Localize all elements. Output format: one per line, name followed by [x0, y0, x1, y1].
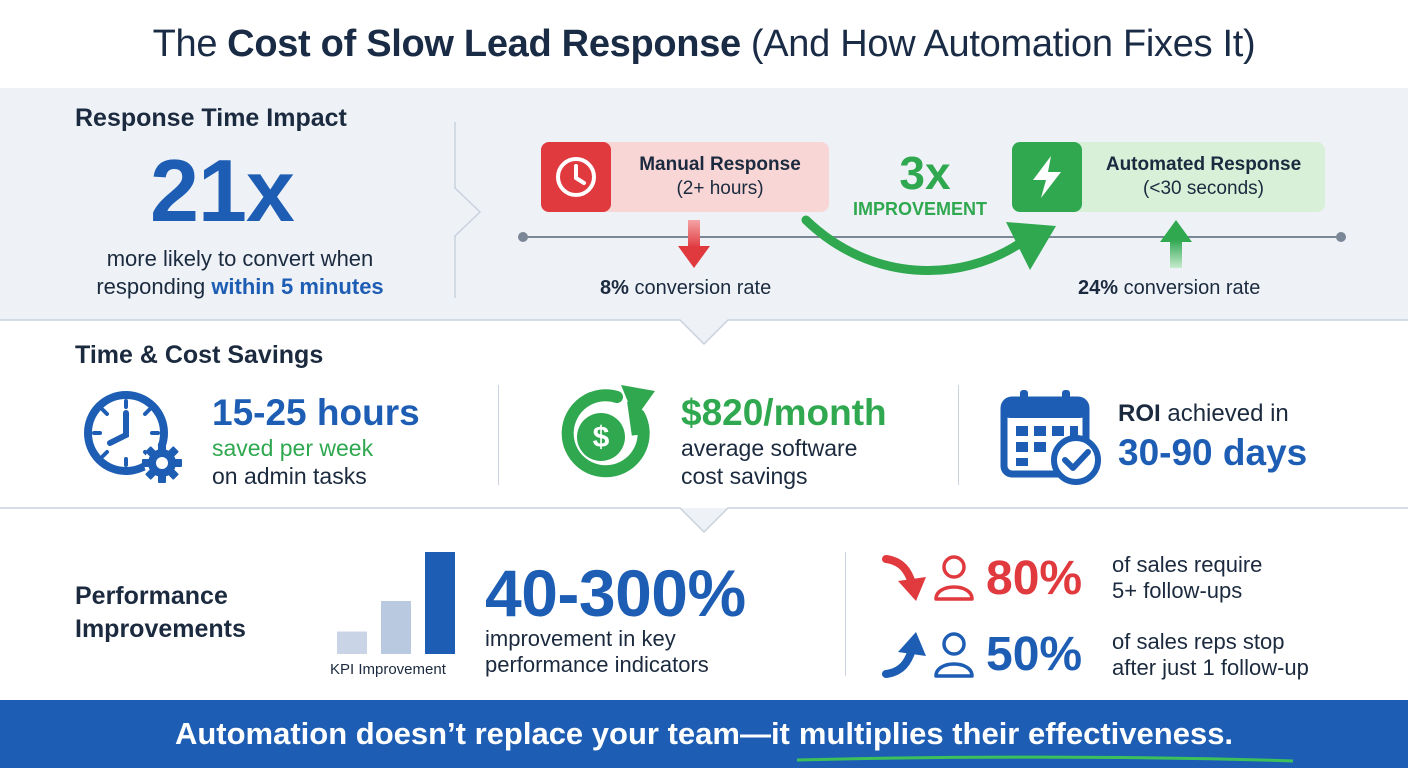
roi-stat: ROI achieved in 30-90 days [1118, 400, 1307, 474]
roi-label: ROI achieved in [1118, 400, 1289, 427]
down-arrow-icon [678, 220, 710, 268]
cost-line1: average software [681, 435, 858, 461]
section-divider [0, 507, 1408, 534]
up-arrow-icon [1160, 220, 1192, 268]
kpi-bar-chart-icon [337, 552, 455, 654]
desc-line2: responding within 5 minutes [96, 274, 384, 299]
automated-response-card: Automated Response (<30 seconds) [1012, 142, 1325, 212]
person-icon [934, 632, 974, 678]
desc-highlight: within 5 minutes [211, 274, 384, 299]
timeline-line [518, 232, 1346, 242]
kpi-label: KPI Improvement [330, 661, 446, 678]
automated-conversion: 24% conversion rate [1078, 277, 1261, 299]
clock-icon [541, 142, 611, 212]
hours-value: 15-25 hours [212, 392, 420, 433]
big-stat-40-300: 40-300% [485, 556, 746, 630]
section-divider [0, 319, 1408, 346]
separator [498, 385, 499, 485]
separator [845, 552, 846, 676]
up-trend-arrow-icon [882, 632, 926, 678]
manual-subtitle: (2+ hours) [676, 178, 764, 199]
manual-title: Manual Response [639, 154, 801, 175]
cost-savings-stat: $820/month average software cost savings [681, 392, 887, 490]
big-stat-21x: 21x [150, 141, 295, 240]
kpi-bar [337, 631, 367, 654]
footer-text: Automation doesn’t replace your team—it [174, 716, 790, 751]
hours-line2: on admin tasks [212, 463, 367, 489]
automated-subtitle: (<30 seconds) [1143, 178, 1264, 199]
underline-swoosh [796, 755, 1293, 763]
curved-arrow-icon [801, 215, 1056, 276]
title-prefix: The [152, 22, 218, 65]
separator [958, 385, 959, 485]
calendar-check-icon [1000, 390, 1101, 485]
improvement-value: 3x [899, 147, 951, 199]
down-trend-arrow-icon [882, 555, 926, 601]
kpi-bar [425, 552, 455, 654]
stat-80-value: 80% [986, 552, 1083, 605]
hours-line1: saved per week [212, 435, 374, 461]
lightning-icon [1012, 142, 1082, 212]
footer-emphasis: multiplies their effectiveness. [796, 716, 1293, 763]
response-time-heading: Response Time Impact [75, 104, 347, 132]
title-suffix: (And How Automation Fixes It) [750, 22, 1256, 65]
roi-value: 30-90 days [1118, 432, 1308, 473]
title-bold: Cost of Slow Lead Response [227, 22, 741, 65]
cost-line2: cost savings [681, 463, 808, 489]
hours-saved-stat: 15-25 hours saved per week on admin task… [212, 392, 420, 490]
performance-description: improvement in key performance indicator… [485, 626, 709, 677]
stat-50-description: of sales reps stop after just 1 follow-u… [1112, 629, 1309, 680]
clock-gear-icon [84, 391, 182, 483]
page-title: The Cost of Slow Lead Response (And How … [0, 0, 1408, 88]
person-icon [934, 555, 974, 601]
improvement-label: IMPROVEMENT [852, 199, 987, 219]
manual-response-card: Manual Response (2+ hours) [541, 142, 829, 212]
performance-heading: Performance Improvements [75, 582, 246, 643]
footer-banner: Automation doesn’t replace your team—it … [0, 700, 1408, 768]
stat-80-description: of sales require 5+ follow-ups [1112, 552, 1263, 603]
svg-text:$: $ [593, 421, 610, 454]
kpi-bar [381, 600, 411, 654]
cost-value: $820/month [681, 392, 887, 433]
manual-conversion: 8% conversion rate [600, 277, 772, 299]
chevron-divider-icon [454, 122, 482, 298]
automated-title: Automated Response [1105, 154, 1302, 175]
stat-50-value: 50% [986, 628, 1083, 681]
response-time-description: more likely to convert when responding w… [60, 245, 420, 301]
desc-line1: more likely to convert when [106, 246, 374, 271]
savings-heading: Time & Cost Savings [75, 341, 324, 369]
dollar-growth-icon: $ [561, 385, 655, 478]
